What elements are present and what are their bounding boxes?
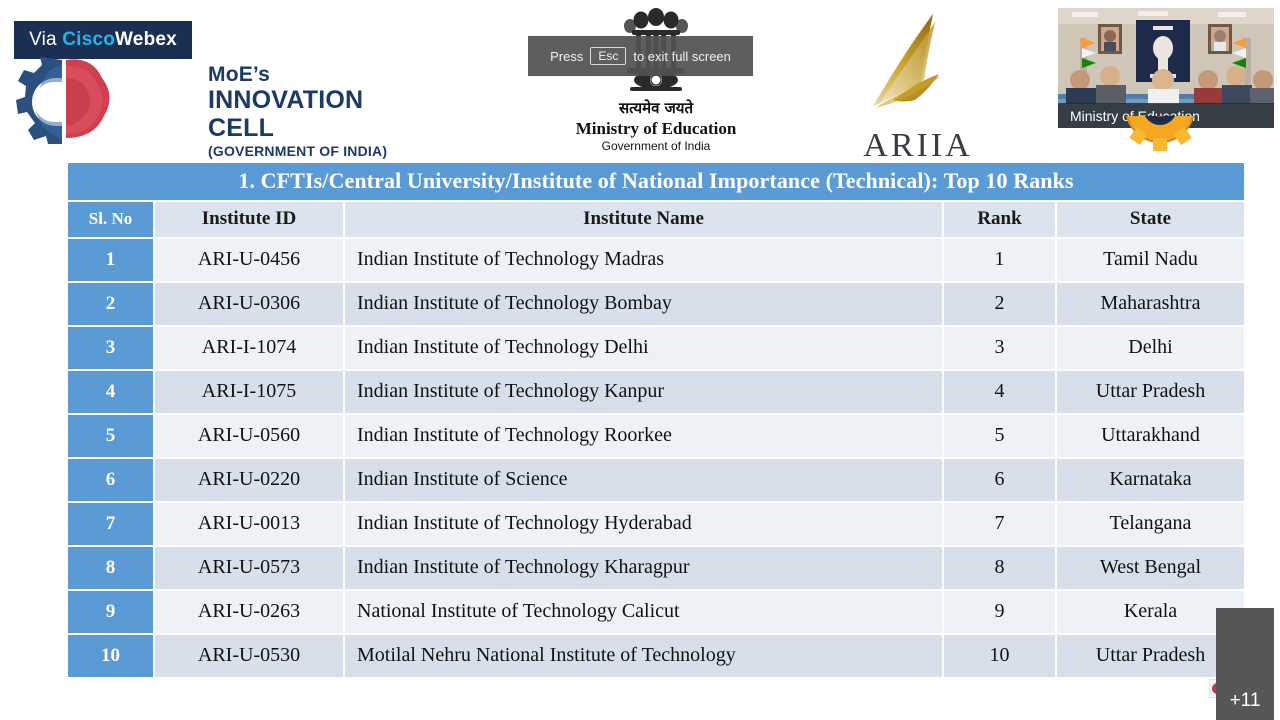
ariia-logo: ARIIA xyxy=(838,8,998,164)
cell-state: West Bengal xyxy=(1056,546,1244,591)
cell-institute-id: ARI-U-0530 xyxy=(154,634,345,679)
cell-institute-id: ARI-I-1075 xyxy=(154,370,345,415)
cell-institute-id: ARI-U-0306 xyxy=(154,282,345,327)
cell-rank: 6 xyxy=(943,458,1057,503)
overflow-participants-count: +11 xyxy=(1229,690,1261,711)
cell-sl-no: 7 xyxy=(68,502,155,547)
cell-institute-id: ARI-U-0573 xyxy=(154,546,345,591)
cell-sl-no: 2 xyxy=(68,282,155,327)
column-header-state: State xyxy=(1056,202,1244,239)
cell-state: Uttar Pradesh xyxy=(1056,634,1244,679)
cell-sl-no: 9 xyxy=(68,590,155,635)
mic-line-3: (GOVERNMENT OF INDIA) xyxy=(208,143,388,160)
webex-banner-text: Via CiscoWebex xyxy=(29,29,177,51)
cell-rank: 7 xyxy=(943,502,1057,547)
cell-institute-name: National Institute of Technology Calicut xyxy=(344,590,944,635)
table-row: 2 ARI-U-0306 Indian Institute of Technol… xyxy=(68,282,1244,327)
overflow-participants-tile[interactable]: +11 xyxy=(1216,608,1274,720)
table-row: 9 ARI-U-0263 National Institute of Techn… xyxy=(68,590,1244,635)
government-label: Government of India xyxy=(601,139,711,153)
column-header-institute-name: Institute Name xyxy=(344,202,944,239)
cell-institute-id: ARI-I-1074 xyxy=(154,326,345,371)
column-header-sl-no: Sl. No xyxy=(68,202,155,239)
cell-state: Maharashtra xyxy=(1056,282,1244,327)
moe-innovation-cell-logo: MoE’s INNOVATION CELL (GOVERNMENT OF IND… xyxy=(8,52,418,159)
ministry-name: Ministry of Education xyxy=(575,119,737,138)
emblem-motto: सत्यमेव जयते xyxy=(618,99,694,117)
cell-sl-no: 10 xyxy=(68,634,155,679)
esc-key-glyph: Esc xyxy=(590,47,627,65)
cell-rank: 1 xyxy=(943,238,1057,283)
hint-press-label: Press xyxy=(550,48,584,64)
cell-institute-name: Indian Institute of Technology Roorkee xyxy=(344,414,944,459)
cell-state: Telangana xyxy=(1056,502,1244,547)
cell-rank: 4 xyxy=(943,370,1057,415)
cell-rank: 3 xyxy=(943,326,1057,371)
table-row: 1 ARI-U-0456 Indian Institute of Technol… xyxy=(68,238,1244,283)
table-row: 5 ARI-U-0560 Indian Institute of Technol… xyxy=(68,414,1244,459)
top-10-ranks-table: Sl. No Institute ID Institute Name Rank … xyxy=(68,202,1244,679)
cell-state: Karnataka xyxy=(1056,458,1244,503)
cell-institute-name: Indian Institute of Technology Kharagpur xyxy=(344,546,944,591)
cell-institute-name: Indian Institute of Technology Bombay xyxy=(344,282,944,327)
table-header-row: Sl. No Institute ID Institute Name Rank … xyxy=(68,202,1244,239)
table-row: 7 ARI-U-0013 Indian Institute of Technol… xyxy=(68,502,1244,547)
cell-institute-name: Indian Institute of Technology Kanpur xyxy=(344,370,944,415)
webex-branding-banner: Via CiscoWebex xyxy=(14,21,192,59)
cell-sl-no: 3 xyxy=(68,326,155,371)
mic-line-1: MoE’s xyxy=(208,63,271,86)
cell-rank: 5 xyxy=(943,414,1057,459)
column-header-rank: Rank xyxy=(943,202,1057,239)
cell-institute-name: Motilal Nehru National Institute of Tech… xyxy=(344,634,944,679)
cell-state: Delhi xyxy=(1056,326,1244,371)
exit-fullscreen-hint: Press Esc to exit full screen xyxy=(528,36,753,76)
cell-institute-id: ARI-U-0456 xyxy=(154,238,345,283)
cell-sl-no: 4 xyxy=(68,370,155,415)
cell-sl-no: 6 xyxy=(68,458,155,503)
cell-institute-name: Indian Institute of Technology Delhi xyxy=(344,326,944,371)
ariia-wordmark: ARIIA xyxy=(863,127,973,164)
cell-state: Tamil Nadu xyxy=(1056,238,1244,283)
table-row: 8 ARI-U-0573 Indian Institute of Technol… xyxy=(68,546,1244,591)
cell-state: Kerala xyxy=(1056,590,1244,635)
table-row: 3 ARI-I-1074 Indian Institute of Technol… xyxy=(68,326,1244,371)
webex-wordmark: Webex xyxy=(115,29,177,50)
table-row: 6 ARI-U-0220 Indian Institute of Science… xyxy=(68,458,1244,503)
cell-institute-id: ARI-U-0220 xyxy=(154,458,345,503)
cell-institute-id: ARI-U-0013 xyxy=(154,502,345,547)
gear-decoration-icon xyxy=(1105,116,1215,164)
column-header-institute-id: Institute ID xyxy=(154,202,345,239)
cell-rank: 2 xyxy=(943,282,1057,327)
cell-institute-name: Indian Institute of Technology Hyderabad xyxy=(344,502,944,547)
cell-sl-no: 1 xyxy=(68,238,155,283)
cell-state: Uttarakhand xyxy=(1056,414,1244,459)
gear-brain-icon xyxy=(16,57,110,144)
video-participant-tile[interactable]: Ministry of Education xyxy=(1058,8,1274,128)
cell-state: Uttar Pradesh xyxy=(1056,370,1244,415)
cell-rank: 10 xyxy=(943,634,1057,679)
hint-rest-label: to exit full screen xyxy=(633,48,731,64)
webex-via-label: Via xyxy=(29,29,63,50)
cell-institute-name: Indian Institute of Science xyxy=(344,458,944,503)
mic-wordmark: MoE’s INNOVATION CELL (GOVERNMENT OF IND… xyxy=(208,63,418,160)
cell-sl-no: 5 xyxy=(68,414,155,459)
cell-rank: 9 xyxy=(943,590,1057,635)
table-row: 4 ARI-I-1075 Indian Institute of Technol… xyxy=(68,370,1244,415)
table-title: 1. CFTIs/Central University/Institute of… xyxy=(68,163,1244,202)
cell-institute-id: ARI-U-0263 xyxy=(154,590,345,635)
mic-line-2: INNOVATION CELL xyxy=(208,86,364,143)
ranking-table-container: 1. CFTIs/Central University/Institute of… xyxy=(68,163,1244,679)
ariia-flame-icon xyxy=(873,14,941,108)
cell-institute-id: ARI-U-0560 xyxy=(154,414,345,459)
cell-rank: 8 xyxy=(943,546,1057,591)
cell-institute-name: Indian Institute of Technology Madras xyxy=(344,238,944,283)
ministry-of-education-logo: सत्यमेव जयते Ministry of Education Gover… xyxy=(556,4,756,153)
cisco-wordmark: Cisco xyxy=(62,29,116,50)
cell-sl-no: 8 xyxy=(68,546,155,591)
table-row: 10 ARI-U-0530 Motilal Nehru National Ins… xyxy=(68,634,1244,679)
